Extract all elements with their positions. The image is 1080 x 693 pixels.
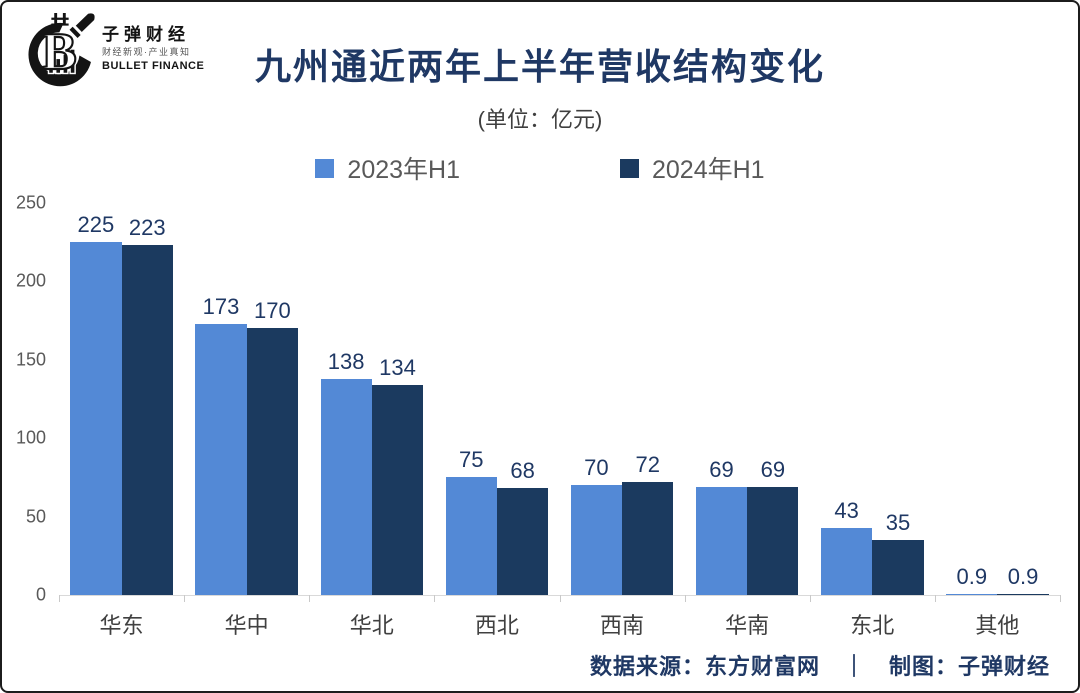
value-label: 173 — [202, 293, 240, 319]
y-tick-label: 250 — [15, 192, 46, 213]
value-label: 35 — [885, 510, 911, 536]
logo-subtitle-text: BULLET FINANCE — [102, 60, 205, 73]
x-axis-tick — [59, 595, 60, 602]
category-group: 70 72 — [560, 203, 685, 595]
chart-legend: 2023年H1 2024年H1 — [2, 150, 1078, 186]
x-category-label: 华东 — [99, 613, 144, 638]
logo-slogan-text: 财经新观·产业真知 — [102, 46, 191, 57]
source-credit-line: 数据来源：东方财富网 ｜ 制图：子弹财经 — [589, 654, 1050, 679]
legend-item-2023: 2023年H1 — [315, 150, 460, 186]
category-group: 138 134 — [309, 203, 434, 595]
logo-brand-text: 子弹财经 — [102, 25, 190, 45]
x-axis-tick — [809, 595, 811, 602]
x-category-label: 西北 — [474, 613, 519, 638]
y-tick-label: 200 — [15, 270, 46, 291]
value-label: 170 — [253, 298, 291, 324]
bar — [747, 486, 799, 595]
legend-swatch-2023 — [315, 158, 335, 178]
bar — [371, 384, 424, 595]
bar — [320, 378, 372, 595]
y-tick-label: 50 — [25, 506, 46, 527]
plot-area: 225 223 173 170 138 134 75 68 70 72 69 69 43 35 0.9 0.9 — [59, 203, 1061, 602]
value-label: 68 — [510, 458, 535, 484]
legend-label-2024: 2024年H1 — [652, 156, 765, 184]
bar — [496, 488, 549, 595]
value-label: 70 — [584, 455, 609, 481]
bar — [570, 485, 623, 595]
legend-item-2024: 2024年H1 — [620, 150, 765, 186]
value-label: 69 — [760, 456, 786, 482]
y-tick-label: 0 — [35, 584, 46, 605]
x-axis-tick — [559, 595, 561, 602]
value-label: 225 — [77, 212, 115, 238]
value-label: 223 — [128, 215, 166, 241]
value-label: 43 — [834, 497, 859, 523]
value-label: 69 — [709, 456, 734, 482]
y-axis: 0 50 100 150 200 250 — [2, 193, 52, 605]
bar — [997, 593, 1049, 595]
x-category-label: 华南 — [725, 613, 770, 638]
bar — [821, 527, 873, 595]
x-axis-tick — [934, 595, 936, 602]
y-tick-label: 150 — [15, 349, 46, 370]
category-group: 69 69 — [685, 203, 810, 595]
bullet-finance-logo-icon: B — [28, 12, 95, 87]
x-axis-tick — [684, 595, 686, 602]
x-axis-tick — [184, 595, 186, 602]
y-tick-label: 100 — [15, 427, 46, 448]
bar — [946, 593, 998, 595]
x-category-label: 西南 — [600, 613, 645, 638]
bar — [445, 477, 497, 595]
x-category-label: 华北 — [349, 613, 394, 638]
category-group: 225 223 — [59, 203, 184, 595]
category-group: 75 68 — [434, 203, 559, 595]
x-category-label: 其他 — [975, 613, 1020, 638]
category-group: 0.9 0.9 — [935, 203, 1060, 595]
bar — [121, 245, 173, 595]
value-label: 0.9 — [1007, 563, 1039, 589]
bar — [695, 486, 748, 595]
bar — [872, 540, 924, 595]
value-label: 72 — [635, 452, 660, 478]
legend-swatch-2024 — [620, 158, 639, 178]
x-category-label: 华中 — [224, 613, 269, 638]
bar — [70, 242, 122, 595]
x-axis-tick — [309, 595, 311, 602]
bar — [195, 323, 247, 595]
x-axis-tick — [434, 595, 436, 602]
x-axis-tick — [1060, 595, 1061, 602]
chart-title: 九州通近两年上半年营收结构变化 — [254, 46, 825, 87]
value-label: 138 — [327, 348, 365, 374]
bar — [246, 328, 298, 595]
brand-logo: B 子弹财经 财经新观·产业真知 BULLET FINANCE — [24, 10, 204, 88]
category-group: 43 35 — [810, 203, 935, 595]
category-group: 173 170 — [184, 203, 309, 595]
value-label: 75 — [459, 447, 484, 473]
legend-label-2023: 2023年H1 — [347, 156, 460, 184]
x-category-label: 东北 — [850, 613, 895, 638]
x-axis-labels: 华东 华中 华北 西北 西南 华南 东北 其他 — [59, 608, 1060, 640]
chart-unit-subtitle: (单位：亿元) — [477, 107, 603, 132]
bar — [622, 482, 674, 595]
value-label: 134 — [379, 354, 416, 380]
value-label: 0.9 — [956, 563, 988, 589]
